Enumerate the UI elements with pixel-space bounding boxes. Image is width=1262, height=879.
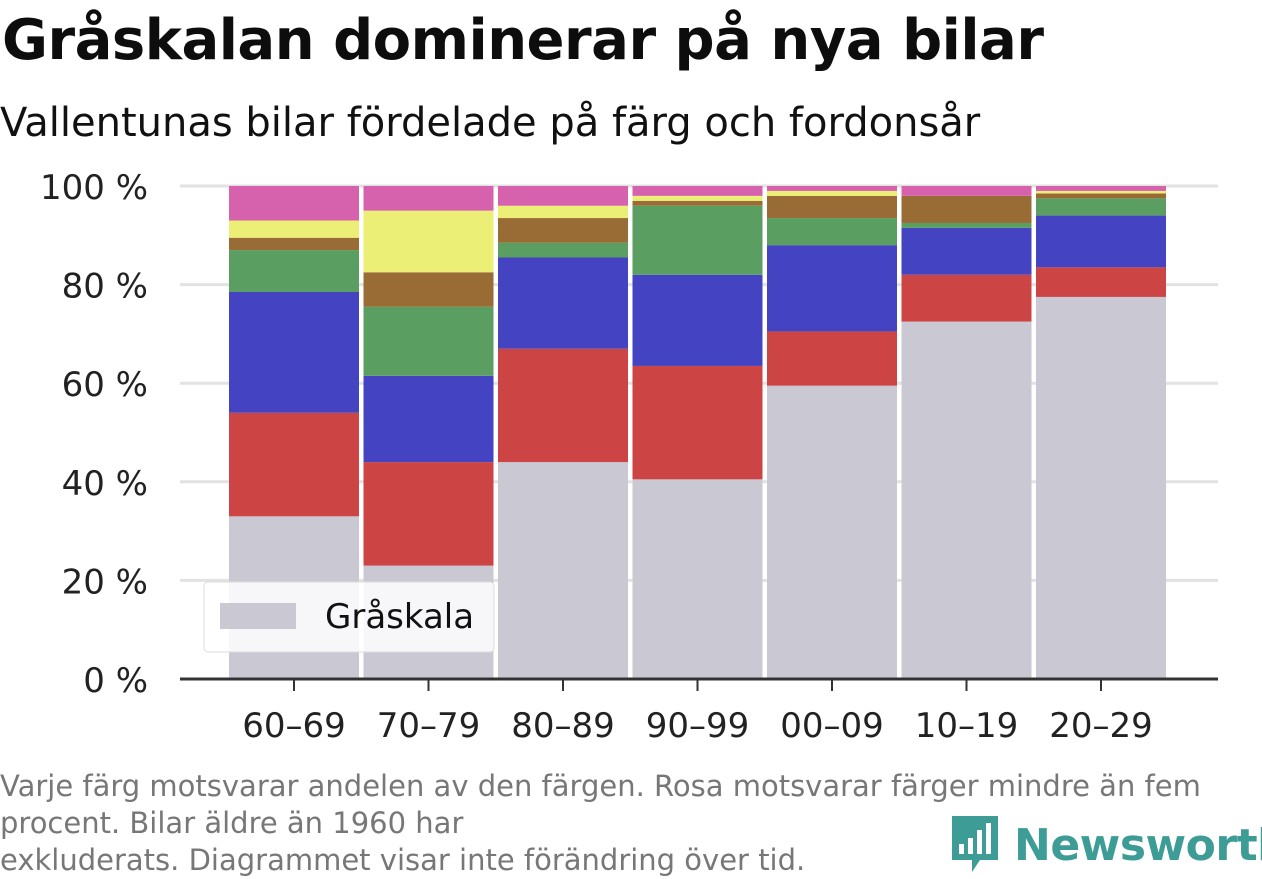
bar-segment-yellow — [1036, 190, 1166, 194]
bar-segment-blue — [767, 245, 897, 332]
bar-segment-pink — [1036, 186, 1166, 191]
x-tick-label: 10–19 — [915, 706, 1019, 746]
bar-segment-blue — [229, 291, 359, 413]
x-tick-label: 60–69 — [242, 706, 346, 746]
chart-subtitle: Vallentunas bilar fördelade på färg och … — [0, 100, 981, 146]
bar-segment-green — [229, 250, 359, 292]
bar-segment-grey — [767, 385, 897, 679]
legend-label: Gråskala — [325, 597, 474, 637]
y-tick-label: 20 % — [62, 562, 148, 602]
bar-segment-grey — [632, 479, 763, 679]
bar-segment-yellow — [498, 205, 628, 219]
bar-segment-brown — [363, 272, 494, 307]
footnote: Varje färg motsvarar andelen av den färg… — [0, 769, 1201, 877]
x-tick-label: 20–29 — [1049, 706, 1153, 746]
bar-segment-yellow — [767, 190, 897, 196]
x-tick-label: 80–89 — [511, 706, 615, 746]
bar-segment-green — [901, 222, 1032, 228]
x-tick-label: 90–99 — [646, 706, 750, 746]
bar-segment-green — [363, 306, 494, 376]
y-tick-label: 40 % — [62, 464, 148, 504]
brand-name: Newsworthy — [1014, 819, 1262, 871]
bar-segment-yellow — [632, 195, 763, 201]
bar-segment-blue — [632, 274, 763, 366]
legend-box — [203, 581, 495, 653]
legend-swatch — [220, 603, 296, 629]
bar-chart-speech-bubble-icon — [952, 816, 998, 872]
bar-segment-grey — [1036, 296, 1166, 679]
chart-title: Gråskalan dominerar på nya bilar — [2, 8, 1044, 73]
bar-segment-grey — [901, 321, 1032, 679]
bar-segment-brown — [498, 218, 628, 243]
bar-segment-red — [229, 412, 359, 517]
x-tick-label: 00–09 — [780, 706, 884, 746]
y-tick-label: 100 % — [40, 168, 148, 208]
bar-segment-brown — [901, 195, 1032, 223]
bar-segment-brown — [229, 237, 359, 251]
y-tick-label: 60 % — [62, 365, 148, 405]
bar-segment-brown — [1036, 193, 1166, 199]
bar-segment-pink — [901, 186, 1032, 196]
bar-segment-blue — [498, 257, 628, 349]
bar-segment-red — [363, 462, 494, 566]
bar-segment-grey — [498, 462, 628, 679]
bar-segment-brown — [632, 200, 763, 206]
bar-segment-yellow — [363, 210, 494, 273]
newsworthy-logo: Newsworthy — [950, 815, 1262, 875]
bar-segment-blue — [901, 227, 1032, 275]
y-tick-label: 80 % — [62, 267, 148, 307]
bar-segment-pink — [498, 186, 628, 206]
bar-segment-pink — [632, 186, 763, 196]
bar-segment-green — [1036, 198, 1166, 216]
bar-segment-blue — [1036, 215, 1166, 268]
bar-segment-red — [1036, 267, 1166, 297]
bar-segment-red — [498, 348, 628, 463]
bar-segment-red — [767, 331, 897, 386]
bar-segment-pink — [767, 186, 897, 191]
y-tick-label: 0 % — [83, 661, 148, 701]
bar-segment-green — [632, 205, 763, 275]
bar-segment-brown — [767, 195, 897, 219]
bar-segment-green — [498, 242, 628, 258]
x-tick-label: 70–79 — [377, 706, 481, 746]
bar-segment-blue — [363, 375, 494, 463]
bar-segment-pink — [363, 186, 494, 211]
bar-segment-yellow — [229, 220, 359, 238]
bar-segment-red — [901, 274, 1032, 322]
bar-segment-pink — [229, 186, 359, 221]
bar-segment-green — [767, 218, 897, 246]
bar-segment-red — [632, 365, 763, 480]
